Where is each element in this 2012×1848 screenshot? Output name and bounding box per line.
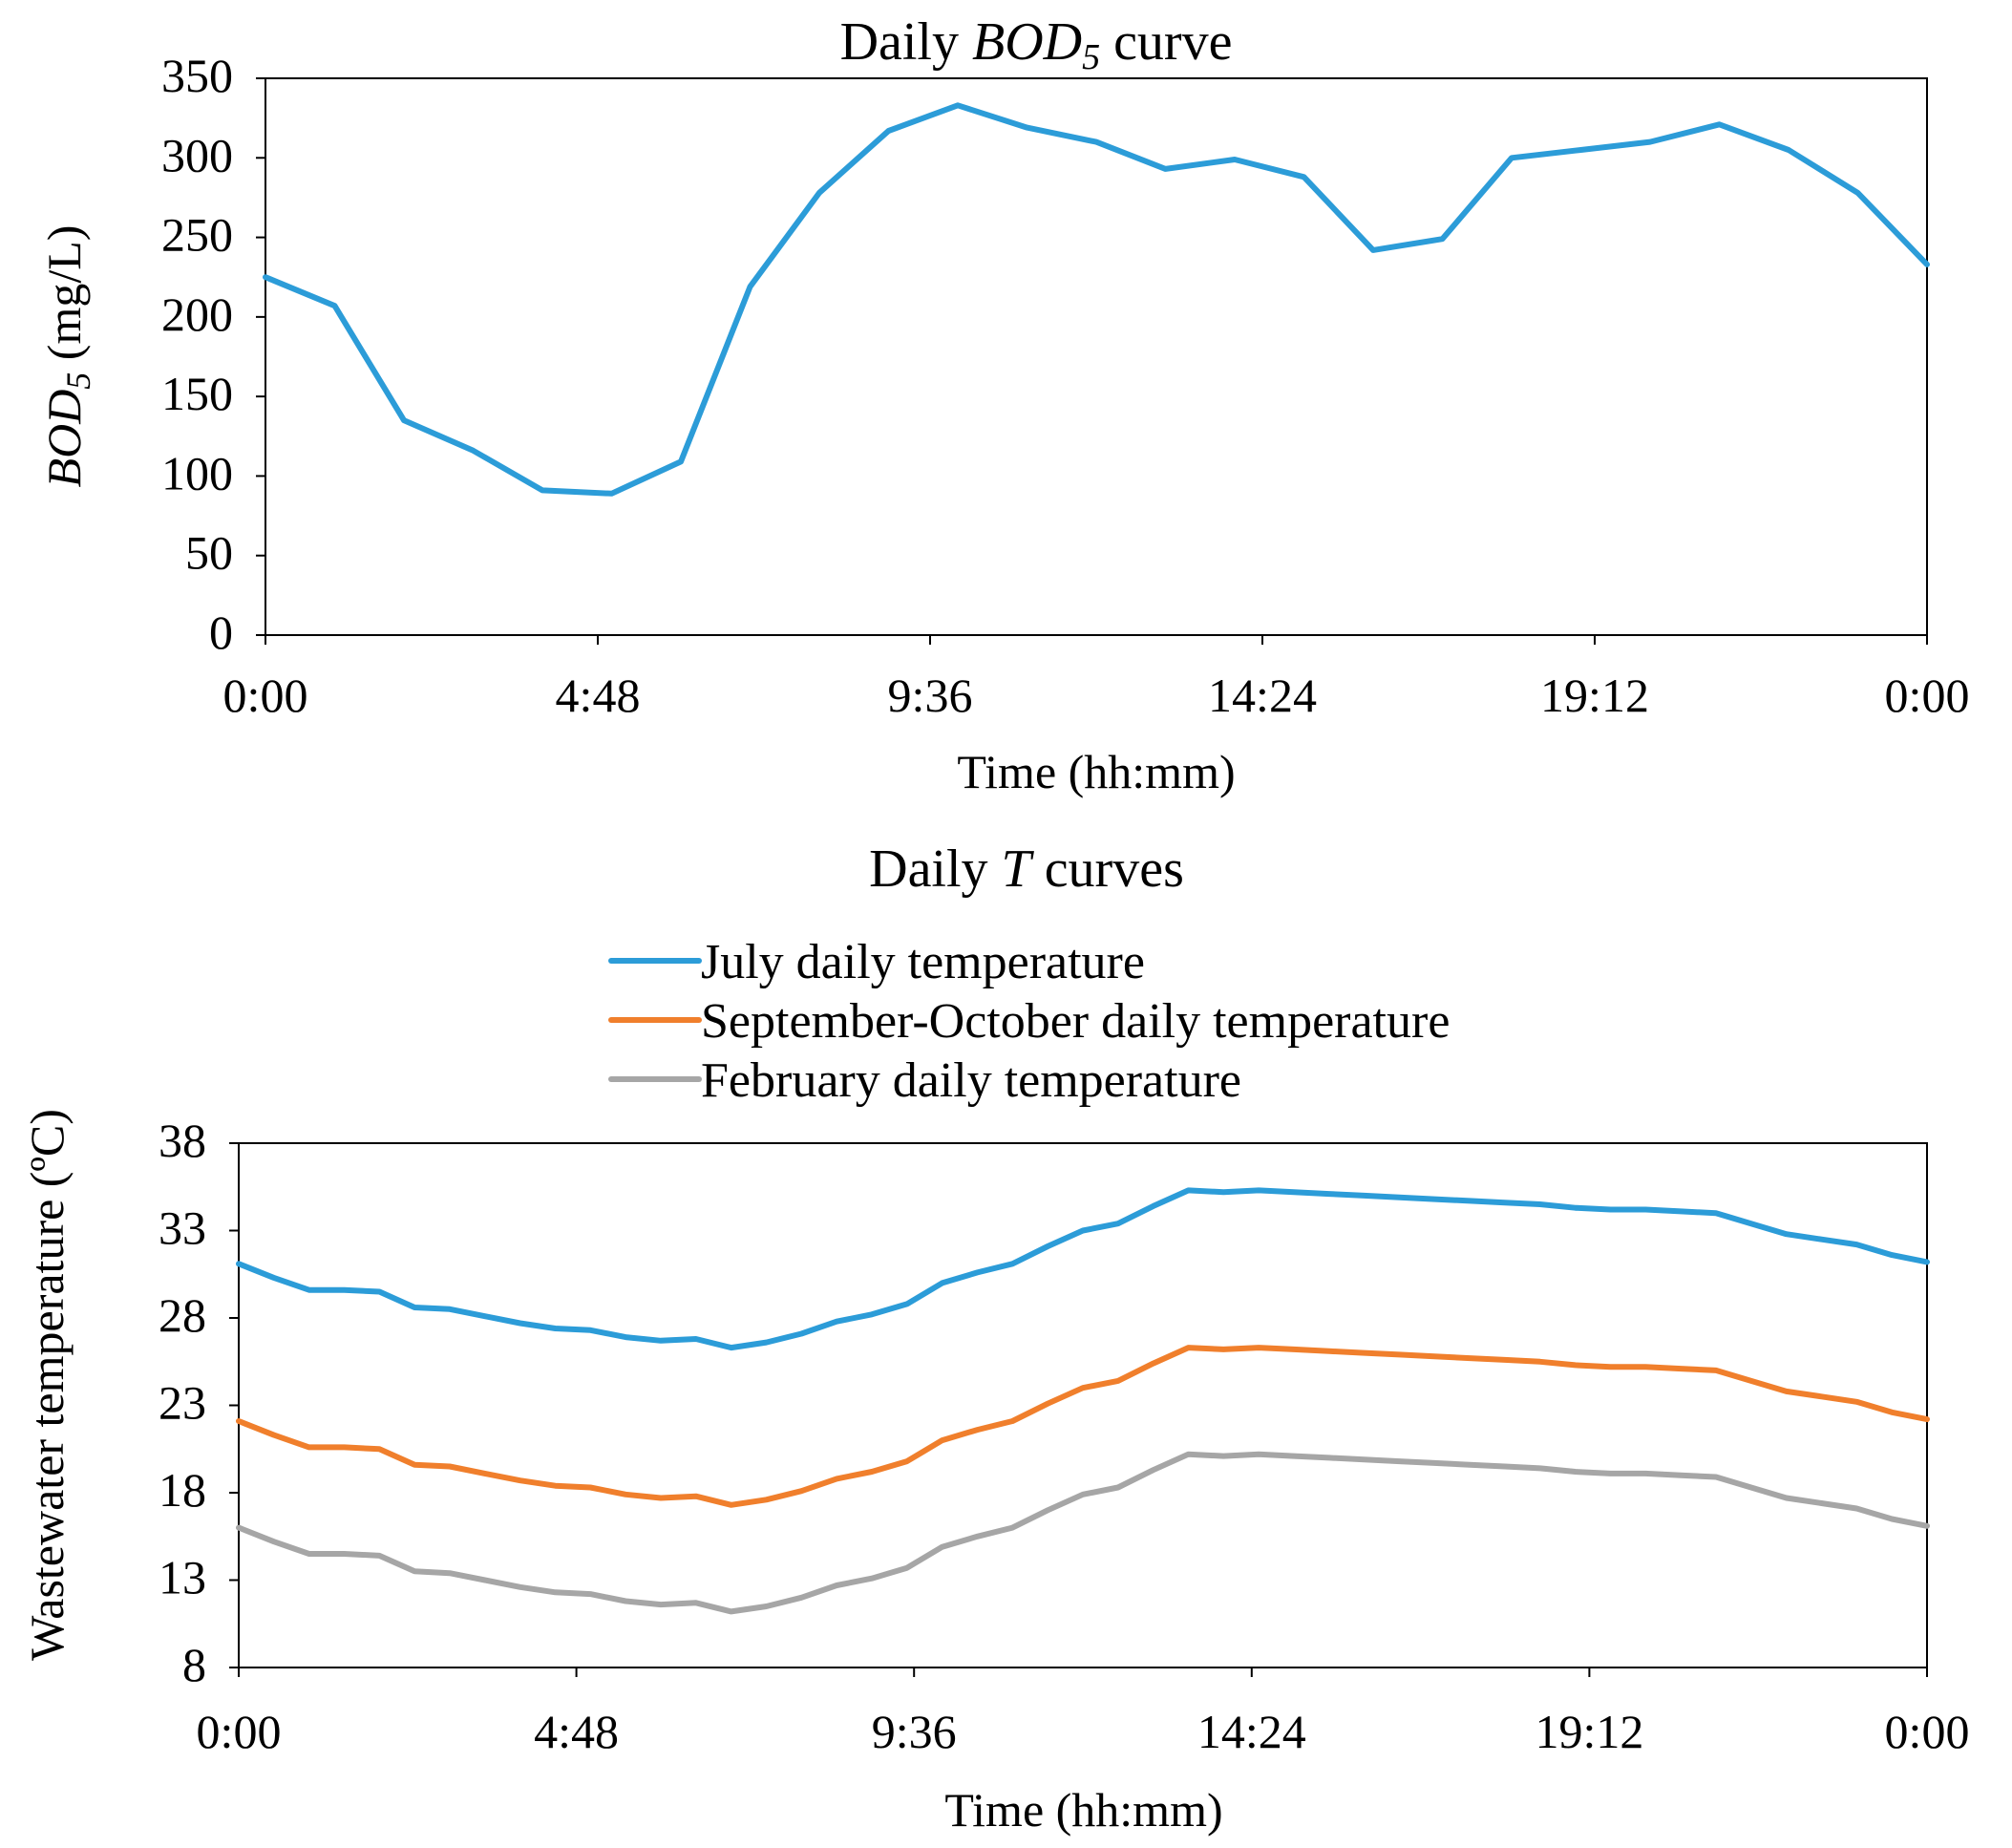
temperature-x-axis: 0:00 4:48 9:36 14:24 19:12 0:00 — [197, 1667, 1970, 1758]
bod5-x-tick-label: 0:00 — [223, 669, 308, 722]
bod5-y-tick-label: 150 — [161, 367, 233, 420]
bod5-y-axis-label: BOD5 (mg/L) — [37, 225, 97, 488]
bod5-y-tick-label: 0 — [209, 605, 233, 659]
bod5-x-tick-label: 4:48 — [556, 669, 641, 722]
bod5-plot-frame — [265, 77, 1928, 636]
temperature-series-group — [236, 1187, 1930, 1615]
temperature-y-axis: 8 13 18 23 28 33 38 — [159, 1114, 239, 1691]
bod5-x-tick-label: 0:00 — [1885, 669, 1970, 722]
temperature-x-tick-label: 19:12 — [1535, 1705, 1643, 1758]
bod5-y-tick-label: 100 — [161, 446, 233, 499]
bod5-x-tick-label: 14:24 — [1208, 669, 1317, 722]
temperature-chart: Daily T curves July daily temperatureSep… — [20, 839, 1969, 1837]
bod5-series-line-bod5 — [263, 102, 1930, 497]
temperature-chart-title: Daily T curves — [869, 839, 1184, 899]
bod5-chart-title: Daily BOD5 curve — [840, 12, 1233, 77]
legend-label: September-October daily temperature — [701, 994, 1450, 1049]
temperature-y-tick-label: 28 — [159, 1288, 206, 1342]
bod5-x-axis-label: Time (hh:mm) — [957, 745, 1235, 798]
temperature-y-tick-label: 38 — [159, 1114, 206, 1167]
temperature-plot-frame — [238, 1142, 1928, 1668]
temperature-x-axis-label: Time (hh:mm) — [944, 1783, 1222, 1837]
temperature-series-line-september-october-daily-temperature — [236, 1345, 1930, 1508]
temperature-x-tick-label: 0:00 — [1885, 1705, 1970, 1758]
bod5-x-axis: 0:00 4:48 9:36 14:24 19:12 0:00 — [223, 635, 1970, 722]
temperature-y-tick-label: 33 — [159, 1201, 206, 1255]
legend-label: February daily temperature — [701, 1053, 1241, 1108]
temperature-series-line-july-daily-temperature — [236, 1187, 1930, 1351]
bod5-series-group — [263, 102, 1930, 497]
temperature-y-axis-label: Wastewater temperature (ºC) — [20, 1109, 74, 1661]
bod5-y-tick-label: 50 — [185, 526, 233, 580]
bod5-x-tick-label: 9:36 — [888, 669, 973, 722]
bod5-chart: Daily BOD5 curve 0 50 100 150 200 250 300 350 0… — [37, 12, 1969, 798]
temperature-y-tick-label: 18 — [159, 1463, 206, 1517]
temperature-y-tick-label: 13 — [159, 1551, 206, 1604]
bod5-y-axis: 0 50 100 150 200 250 300 350 — [161, 49, 265, 659]
temperature-x-tick-label: 4:48 — [534, 1705, 619, 1758]
temperature-legend: July daily temperatureSeptember-October … — [608, 935, 1450, 1108]
temperature-y-tick-label: 23 — [159, 1376, 206, 1430]
bod5-y-tick-label: 250 — [161, 208, 233, 262]
bod5-y-tick-label: 300 — [161, 128, 233, 181]
temperature-x-tick-label: 9:36 — [872, 1705, 957, 1758]
temperature-series-line-february-daily-temperature — [236, 1451, 1930, 1615]
temperature-x-tick-label: 0:00 — [197, 1705, 282, 1758]
bod5-x-tick-label: 19:12 — [1540, 669, 1649, 722]
bod5-y-tick-label: 350 — [161, 49, 233, 102]
legend-label: July daily temperature — [701, 935, 1145, 989]
temperature-y-tick-label: 8 — [182, 1638, 206, 1691]
temperature-x-tick-label: 14:24 — [1197, 1705, 1306, 1758]
bod5-y-tick-label: 200 — [161, 287, 233, 341]
